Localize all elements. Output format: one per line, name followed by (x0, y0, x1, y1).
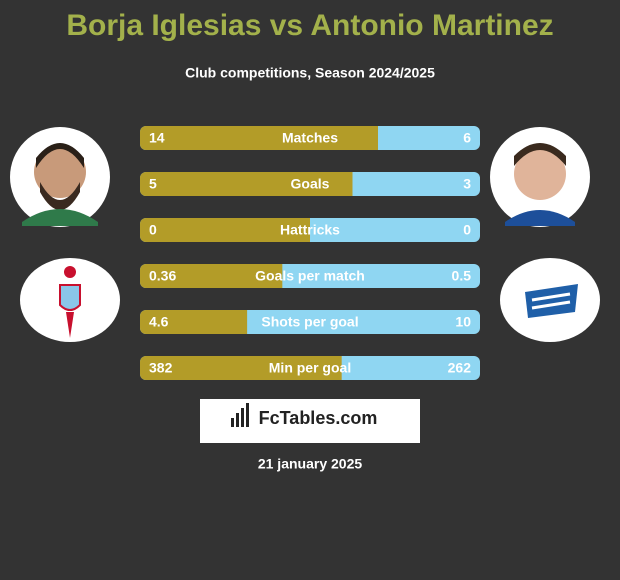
left-value: 0.36 (149, 268, 176, 284)
brand: FcTables.com (259, 408, 378, 428)
right-value: 0 (463, 222, 471, 238)
left-bar (140, 310, 248, 334)
left-bar (140, 264, 283, 288)
right-player-photo (490, 127, 590, 227)
stat-rows: 14 6 Matches 5 3 Goals 0 0 Hattricks 0.36 0.5 Goals… (140, 126, 480, 380)
right-value: 3 (463, 176, 471, 192)
stat-label: Goals per match (255, 268, 365, 284)
stat-label: Hattricks (280, 222, 340, 238)
title: Borja Iglesias vs Antonio Martinez (66, 9, 553, 42)
right-value: 10 (455, 314, 471, 330)
left-bar (140, 126, 378, 150)
left-value: 382 (149, 360, 173, 376)
left-value: 5 (149, 176, 157, 192)
right-club-logo (500, 258, 600, 342)
subtitle: Club competitions, Season 2024/2025 (185, 65, 435, 81)
brand-icon (231, 403, 249, 427)
stat-label: Min per goal (269, 360, 351, 376)
stat-label: Shots per goal (261, 314, 358, 330)
date: 21 january 2025 (258, 456, 363, 472)
stat-label: Goals (291, 176, 330, 192)
right-value: 262 (448, 360, 472, 376)
left-value: 0 (149, 222, 157, 238)
stat-label: Matches (282, 130, 338, 146)
left-club-logo (20, 258, 120, 342)
left-bar (140, 172, 353, 196)
left-bar (140, 218, 310, 242)
left-value: 14 (149, 130, 165, 146)
right-value: 6 (463, 130, 471, 146)
left-value: 4.6 (149, 314, 169, 330)
left-bar (140, 356, 342, 380)
left-player-photo (10, 127, 110, 227)
right-value: 0.5 (452, 268, 472, 284)
